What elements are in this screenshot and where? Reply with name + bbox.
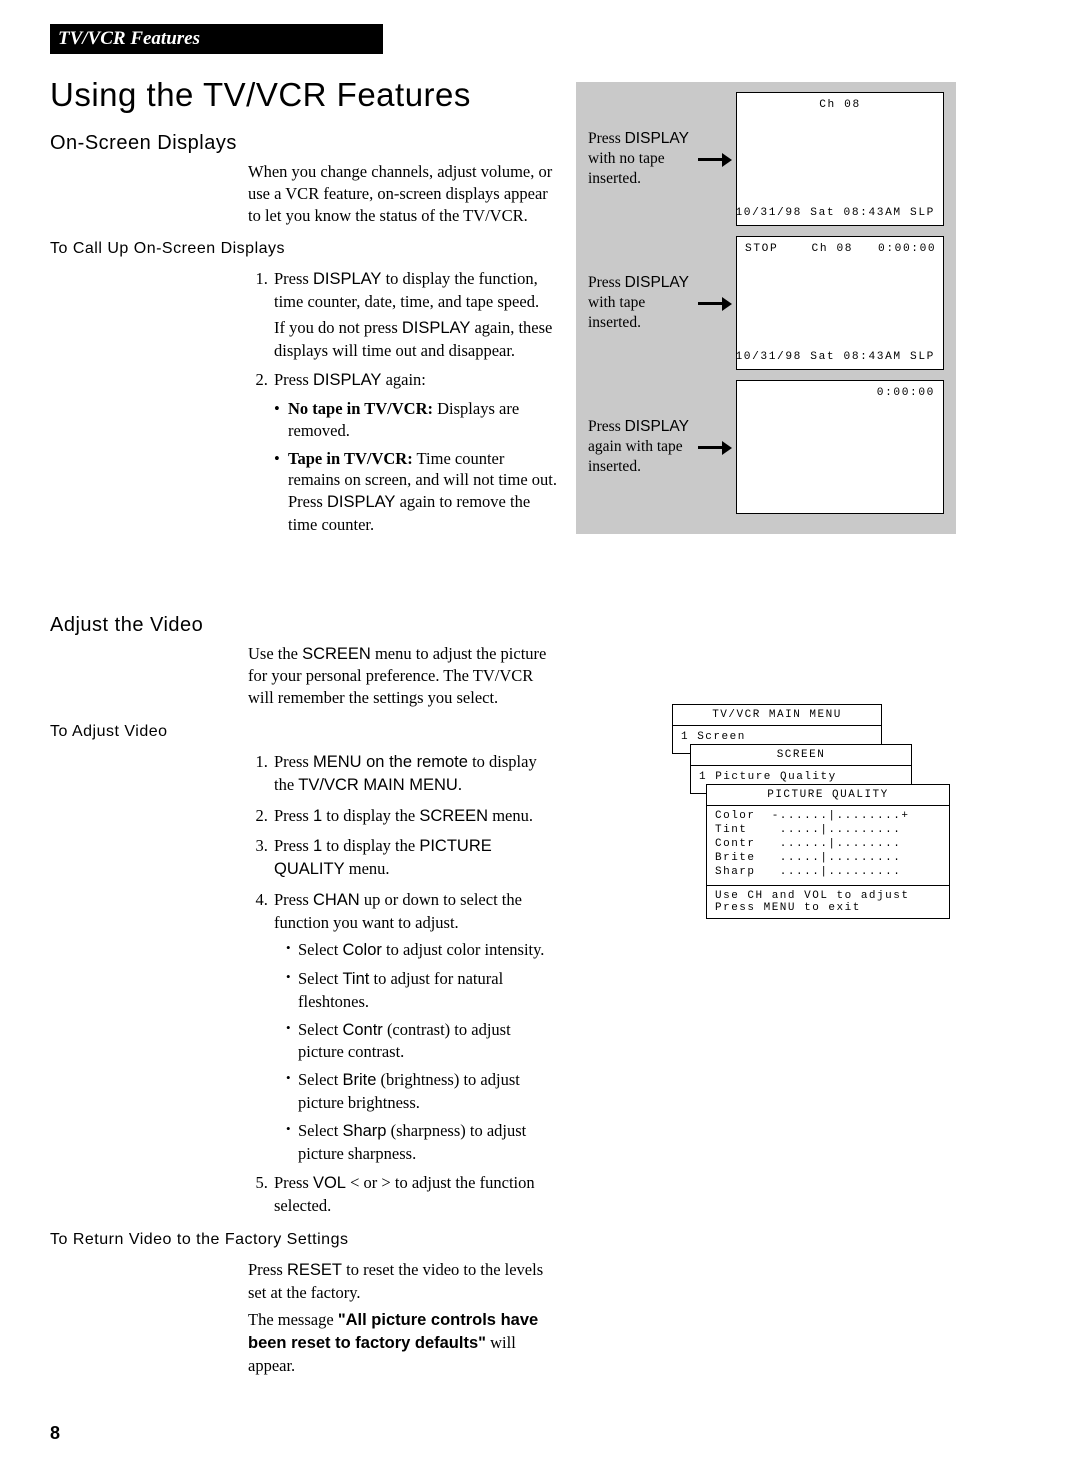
video-step4-b4: Select Brite (brightness) to adjust pict… <box>284 1069 558 1114</box>
osd-sub-heading: To Call Up On-Screen Displays <box>50 240 558 258</box>
video-step4-b5: Select Sharp (sharpness) to adjust pictu… <box>284 1120 558 1165</box>
osd-example-row: Press DISPLAY with tape inserted. STOP C… <box>588 236 944 370</box>
arrow-icon <box>698 299 732 308</box>
osd-intro: When you change channels, adjust volume,… <box>248 161 558 226</box>
osd-step2-bullet2: Tape in TV/VCR: Time counter remains on … <box>274 448 558 536</box>
arrow-icon <box>698 443 732 452</box>
video-step4-b3: Select Contr (contrast) to adjust pictur… <box>284 1019 558 1064</box>
menu-diagram: TV/VCR MAIN MENU 1 Screen SCREEN 1 Pictu… <box>672 704 956 914</box>
osd-step1: Press DISPLAY to display the function, t… <box>272 268 558 361</box>
video-step4-b2: Select Tint to adjust for natural flesht… <box>284 968 558 1013</box>
video-step4: Press CHAN up or down to select the func… <box>272 889 558 1164</box>
osd-example-label: Press DISPLAY with tape inserted. <box>588 273 696 332</box>
video-step3: Press 1 to display the PICTURE QUALITY m… <box>272 835 558 881</box>
osd-step2-bullet1: No tape in TV/VCR: Displays are removed. <box>274 398 558 442</box>
tv-screen-counter: 0:00:00 <box>736 380 944 514</box>
osd-heading: On-Screen Displays <box>50 132 558 155</box>
video-sub2-heading: To Return Video to the Factory Settings <box>50 1231 558 1249</box>
video-reset-message: The message "All picture controls have b… <box>248 1309 558 1376</box>
video-heading: Adjust the Video <box>50 614 558 637</box>
page-number: 8 <box>50 1423 1030 1444</box>
arrow-icon <box>698 155 732 164</box>
osd-example-row: Press DISPLAY with no tape inserted. Ch … <box>588 92 944 226</box>
video-step1: Press MENU on the remote to display the … <box>272 751 558 797</box>
menu-box-picture-quality: PICTURE QUALITY Color -......|........+ … <box>706 784 950 919</box>
video-step5: Press VOL < or > to adjust the function … <box>272 1172 558 1217</box>
video-step2: Press 1 to display the SCREEN menu. <box>272 805 558 828</box>
page-title: Using the TV/VCR Features <box>50 76 558 114</box>
video-intro: Use the SCREEN menu to adjust the pictur… <box>248 643 558 709</box>
osd-example-label: Press DISPLAY with no tape inserted. <box>588 129 696 188</box>
osd-step2: Press DISPLAY again: No tape in TV/VCR: … <box>272 369 558 535</box>
osd-example-row: Press DISPLAY again with tape inserted. … <box>588 380 944 514</box>
tv-screen-no-tape: Ch 08 10/31/98 Sat 08:43AM SLP <box>736 92 944 226</box>
video-sub-heading: To Adjust Video <box>50 723 558 741</box>
osd-examples-panel: Press DISPLAY with no tape inserted. Ch … <box>576 82 956 534</box>
tv-screen-with-tape: STOP Ch 08 0:00:00 10/31/98 Sat 08:43AM … <box>736 236 944 370</box>
video-step4-b1: Select Color to adjust color intensity. <box>284 939 558 962</box>
video-reset-text: Press RESET to reset the video to the le… <box>248 1259 558 1304</box>
page-header-bar: TV/VCR Features <box>50 24 383 54</box>
osd-example-label: Press DISPLAY again with tape inserted. <box>588 417 696 476</box>
